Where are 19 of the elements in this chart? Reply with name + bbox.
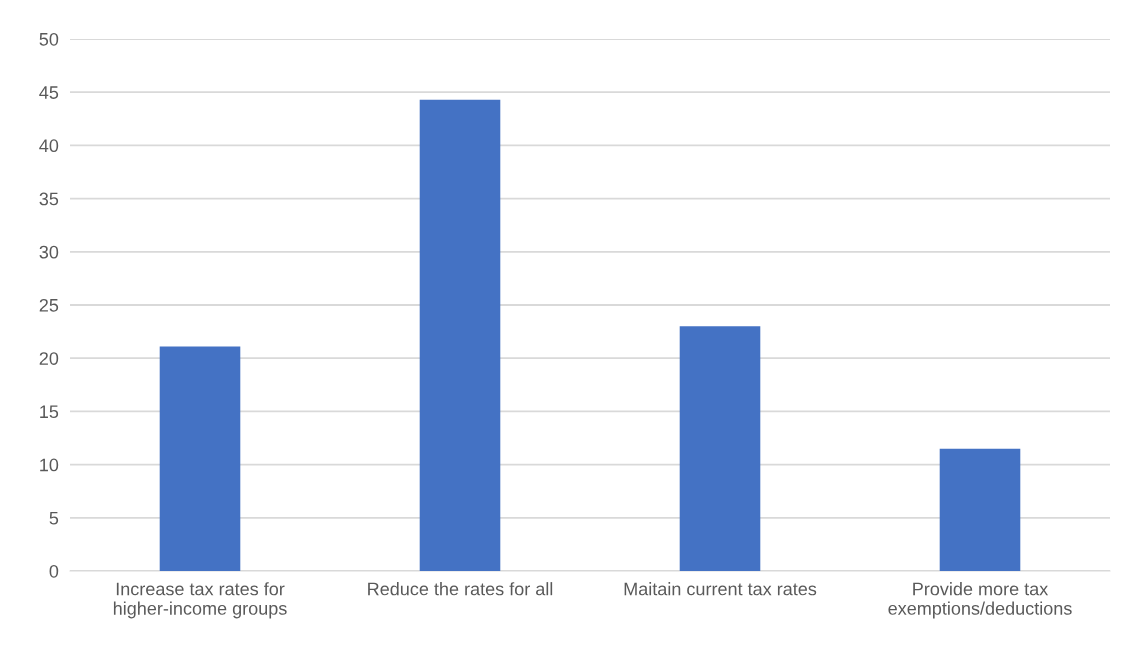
bar — [159, 346, 241, 571]
y-tick-label: 20 — [39, 352, 59, 365]
y-tick-label: 50 — [39, 32, 59, 46]
bar — [679, 326, 761, 571]
bar — [419, 99, 501, 571]
y-tick-label: 35 — [39, 192, 59, 206]
y-tick-label: 10 — [40, 458, 59, 472]
y-tick-label: 45 — [39, 86, 59, 99]
y-tick-label: 30 — [39, 245, 59, 259]
y-tick-label: 40 — [39, 139, 59, 153]
x-tick-label: Reduce the rates for all — [368, 582, 553, 596]
x-tick-label: Provide more tax exemptions/deductions — [888, 582, 1072, 619]
bar — [939, 448, 1021, 571]
x-tick-label: Maitain current tax rates — [624, 582, 817, 596]
y-tick-label: 15 — [40, 405, 59, 419]
x-tick-label: Increase tax rates for higher-income groups — [113, 582, 287, 619]
y-tick-label: 25 — [39, 298, 59, 312]
y-tick-label: 5 — [49, 511, 59, 525]
y-tick-label: 0 — [49, 564, 59, 578]
